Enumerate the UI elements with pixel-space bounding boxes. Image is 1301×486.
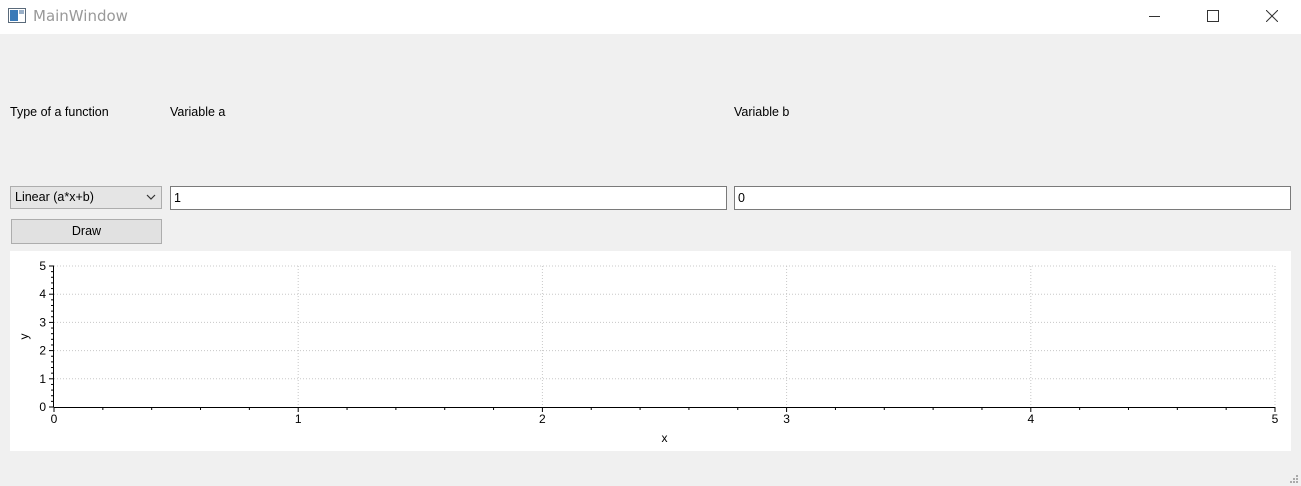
y-tick-label: 3 bbox=[39, 315, 46, 329]
x-axis-label: x bbox=[662, 431, 668, 445]
app-window-icon bbox=[8, 8, 26, 23]
function-type-combo[interactable]: Linear (a*x+b) bbox=[10, 186, 162, 209]
chevron-down-icon bbox=[146, 194, 156, 200]
title-bar: MainWindow bbox=[0, 0, 1301, 34]
plot-chart: 0 1 2 3 4 5 0 1 2 3 4 5 x y bbox=[17, 259, 1279, 445]
x-tick-label: 4 bbox=[1027, 412, 1034, 426]
y-tick-label: 5 bbox=[39, 259, 46, 273]
maximize-icon bbox=[1207, 10, 1219, 22]
resize-grip-icon[interactable] bbox=[1288, 473, 1298, 483]
minimize-button[interactable] bbox=[1132, 0, 1178, 32]
function-type-selected: Linear (a*x+b) bbox=[15, 190, 94, 204]
variable-a-input[interactable] bbox=[170, 186, 727, 210]
y-tick-label: 4 bbox=[39, 287, 46, 301]
draw-button[interactable]: Draw bbox=[11, 219, 162, 244]
y-tick-label: 2 bbox=[39, 344, 46, 358]
x-tick-label: 5 bbox=[1272, 412, 1279, 426]
window-title: MainWindow bbox=[33, 7, 128, 25]
close-icon bbox=[1266, 10, 1278, 22]
function-type-label: Type of a function bbox=[10, 105, 109, 119]
variable-b-label: Variable b bbox=[734, 105, 790, 119]
y-tick-label: 1 bbox=[39, 372, 46, 386]
variable-b-input[interactable] bbox=[734, 186, 1291, 210]
close-button[interactable] bbox=[1249, 0, 1295, 32]
variable-a-label: Variable a bbox=[170, 105, 226, 119]
maximize-button[interactable] bbox=[1190, 0, 1236, 32]
x-tick-label: 2 bbox=[539, 412, 546, 426]
y-tick-label: 0 bbox=[39, 400, 46, 414]
x-tick-label: 3 bbox=[783, 412, 790, 426]
x-tick-label: 0 bbox=[51, 412, 58, 426]
plot-area[interactable]: 0 1 2 3 4 5 0 1 2 3 4 5 x y bbox=[10, 251, 1291, 451]
x-tick-label: 1 bbox=[295, 412, 302, 426]
y-axis-label: y bbox=[17, 334, 31, 340]
minimize-icon bbox=[1149, 16, 1160, 17]
